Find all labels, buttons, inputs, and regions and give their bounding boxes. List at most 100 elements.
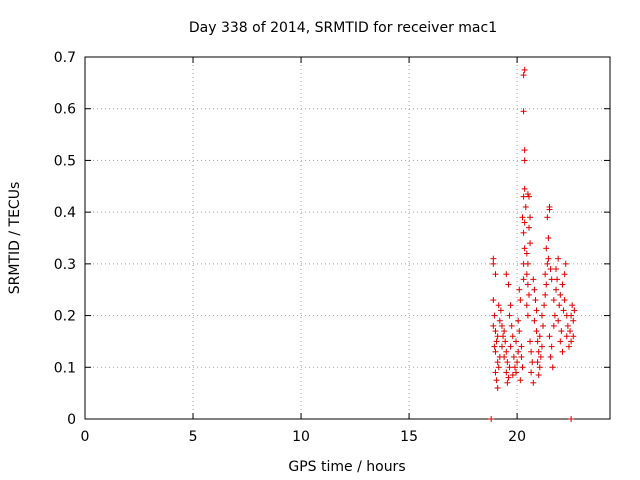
data-point <box>521 245 528 252</box>
data-point <box>565 343 572 350</box>
data-point <box>508 322 515 329</box>
y-tick-label: 0.2 <box>54 309 76 325</box>
data-point <box>557 291 564 298</box>
data-point <box>531 317 538 324</box>
y-tick-label: 0.1 <box>54 360 76 376</box>
data-point <box>501 353 508 360</box>
x-tick-label: 20 <box>508 429 526 445</box>
data-point <box>494 384 501 391</box>
data-point <box>521 66 528 73</box>
data-point <box>511 364 518 371</box>
data-point <box>567 328 574 335</box>
y-tick-label: 0 <box>67 412 76 428</box>
data-point <box>548 343 555 350</box>
data-point <box>522 203 529 210</box>
data-point <box>547 353 554 360</box>
data-point <box>570 317 577 324</box>
data-point <box>556 302 563 309</box>
data-point <box>520 276 527 283</box>
data-point <box>546 333 553 340</box>
data-point <box>534 359 541 366</box>
data-point <box>549 364 556 371</box>
data-point <box>570 333 577 340</box>
data-point <box>517 377 524 384</box>
data-point <box>564 322 571 329</box>
data-point <box>552 266 559 273</box>
data-point <box>531 286 538 293</box>
data-point <box>520 108 527 115</box>
data-point <box>518 343 525 350</box>
data-point <box>503 348 510 355</box>
data-point <box>535 348 542 355</box>
data-point <box>557 338 564 345</box>
data-point <box>544 260 551 267</box>
data-point <box>521 147 528 154</box>
data-point <box>492 369 499 376</box>
data-point <box>560 307 567 314</box>
data-point <box>569 302 576 309</box>
data-point <box>529 359 536 366</box>
data-point <box>523 271 530 278</box>
data-point <box>491 312 498 319</box>
y-tick-label: 0.5 <box>54 153 76 169</box>
data-point <box>523 250 530 257</box>
data-point <box>530 379 537 386</box>
data-point <box>492 271 499 278</box>
data-point <box>505 281 512 288</box>
data-point <box>498 322 505 329</box>
data-point <box>534 338 541 345</box>
data-point <box>524 312 531 319</box>
data-point <box>490 322 497 329</box>
data-point <box>509 372 516 379</box>
data-point <box>548 276 555 283</box>
data-point <box>536 364 543 371</box>
data-point <box>504 379 511 386</box>
data-point <box>528 348 535 355</box>
data-point <box>506 312 513 319</box>
data-point <box>494 359 501 366</box>
y-tick-label: 0.7 <box>54 50 76 66</box>
data-point <box>555 255 562 262</box>
y-tick-label: 0.6 <box>54 102 76 118</box>
y-tick-label: 0.4 <box>54 205 76 221</box>
data-point <box>520 229 527 236</box>
data-point <box>527 214 534 221</box>
y-tick-labels: 0 0.1 0.2 0.3 0.4 0.5 0.6 0.7 <box>54 50 76 428</box>
data-point <box>525 193 532 200</box>
data-point <box>516 328 523 335</box>
data-point <box>550 322 557 329</box>
data-point <box>561 297 568 304</box>
data-point <box>544 214 551 221</box>
data-point <box>500 333 507 340</box>
axis-ticks <box>84 56 610 420</box>
x-tick-label: 5 <box>189 429 198 445</box>
data-point <box>509 333 516 340</box>
data-point <box>525 291 532 298</box>
data-point <box>501 328 508 335</box>
data-point <box>520 193 527 200</box>
data-point <box>510 353 517 360</box>
data-point <box>554 276 561 283</box>
data-point <box>559 281 566 288</box>
data-point <box>537 353 544 360</box>
data-point <box>524 281 531 288</box>
data-point <box>533 328 540 335</box>
data-point <box>543 245 550 252</box>
data-point <box>559 348 566 355</box>
y-axis-label: SRMTID / TECUs <box>7 182 23 295</box>
data-point <box>521 185 528 192</box>
data-point <box>515 317 522 324</box>
data-point <box>503 271 510 278</box>
data-point <box>507 343 514 350</box>
data-point <box>541 302 548 309</box>
data-point <box>507 302 514 309</box>
data-point <box>551 312 558 319</box>
data-point <box>513 369 520 376</box>
data-point <box>518 353 525 360</box>
data-point <box>538 343 545 350</box>
data-point <box>496 317 503 324</box>
data-point <box>493 338 500 345</box>
data-points <box>488 66 578 422</box>
data-point <box>524 260 531 267</box>
